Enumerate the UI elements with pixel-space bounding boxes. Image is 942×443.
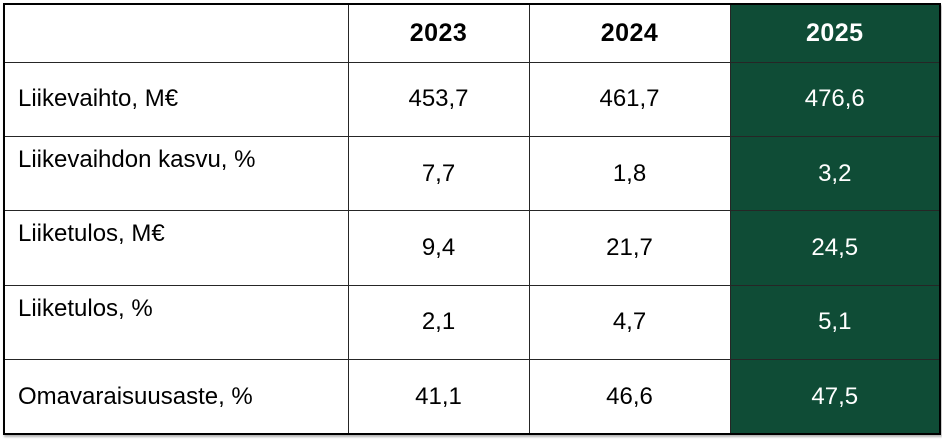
- value-cell-2024: 21,7: [528, 210, 731, 286]
- row-label: Liiketulos, M€: [3, 210, 349, 286]
- row-label: Liikevaihto, M€: [3, 61, 349, 137]
- value-cell-2025: 3,2: [729, 135, 941, 212]
- table-header: 2023 2024 2025: [3, 3, 941, 63]
- value-cell-2024: 46,6: [528, 359, 731, 435]
- column-header-empty: [3, 3, 349, 63]
- value-cell-2025: 47,5: [729, 359, 941, 435]
- column-header-2023: 2023: [347, 3, 530, 63]
- value-cell-2025: 476,6: [729, 61, 941, 137]
- value-cell-2024: 461,7: [528, 61, 731, 137]
- value-cell-2025: 5,1: [729, 284, 941, 361]
- value-cell-2024: 1,8: [528, 135, 731, 212]
- row-label: Omavaraisuusaste, %: [3, 359, 349, 435]
- value-cell-2023: 453,7: [347, 61, 530, 137]
- value-cell-2025: 24,5: [729, 210, 941, 286]
- row-label: Liiketulos, %: [3, 284, 349, 361]
- table-row-omavaraisuusaste: Omavaraisuusaste, % 41,1 46,6 47,5: [3, 359, 941, 435]
- value-cell-2024: 4,7: [528, 284, 731, 361]
- row-label: Liikevaihdon kasvu, %: [3, 135, 349, 212]
- table-body: Liikevaihto, M€ 453,7 461,7 476,6 Liikev…: [3, 61, 941, 435]
- column-header-2024: 2024: [528, 3, 731, 63]
- value-cell-2023: 7,7: [347, 135, 530, 212]
- header-row: 2023 2024 2025: [3, 3, 941, 63]
- table-row-liikevaihto: Liikevaihto, M€ 453,7 461,7 476,6: [3, 61, 941, 137]
- table-row-liiketulos-pct: Liiketulos, % 2,1 4,7 5,1: [3, 284, 941, 361]
- financial-table: 2023 2024 2025 Liikevaihto, M€ 453,7 461…: [3, 3, 941, 435]
- table-row-liikevaihdon-kasvu: Liikevaihdon kasvu, % 7,7 1,8 3,2: [3, 135, 941, 212]
- column-header-2025: 2025: [729, 3, 941, 63]
- value-cell-2023: 41,1: [347, 359, 530, 435]
- table-row-liiketulos-me: Liiketulos, M€ 9,4 21,7 24,5: [3, 210, 941, 286]
- value-cell-2023: 9,4: [347, 210, 530, 286]
- value-cell-2023: 2,1: [347, 284, 530, 361]
